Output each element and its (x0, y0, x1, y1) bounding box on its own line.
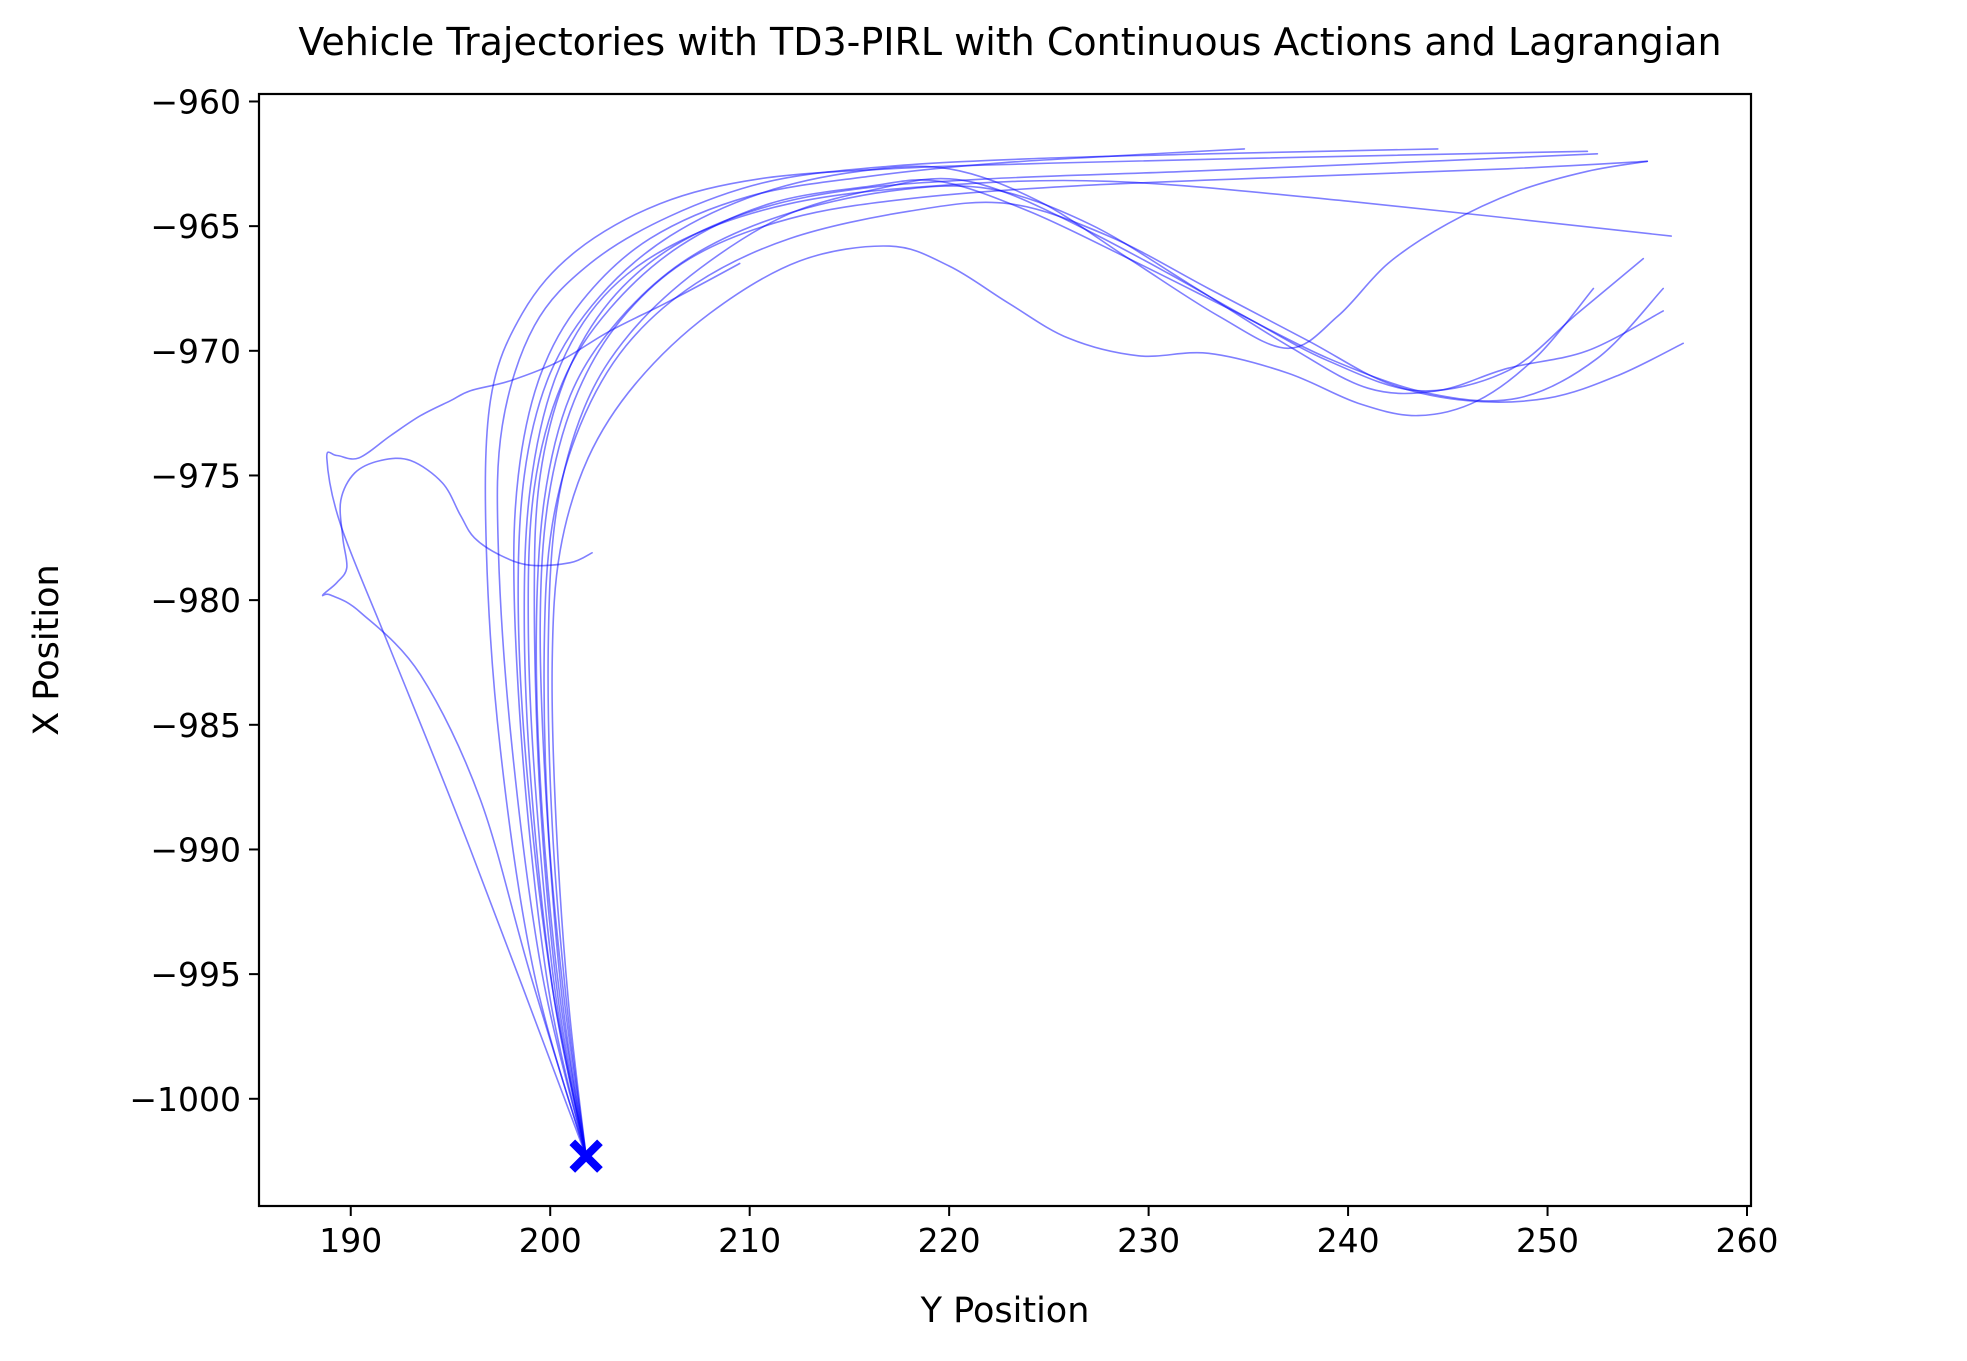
y-tick-label: −975 (150, 456, 241, 495)
y-axis-ticks: −960 −965 −970 −975 −980 −985 −990 −995 −1000 (129, 82, 259, 1119)
x-tick-label: 240 (1317, 1221, 1380, 1260)
trajectory-line-10 (535, 185, 1664, 1157)
y-tick-label: −960 (150, 82, 241, 121)
trajectory-line-13 (321, 457, 593, 1157)
trajectory-line-2 (496, 148, 1439, 1157)
y-axis-label: X Position (27, 564, 67, 735)
y-tick-label: −995 (150, 955, 241, 994)
x-tick-label: 260 (1716, 1221, 1779, 1260)
trajectory-line-4 (484, 150, 1589, 1157)
start-marker-x-icon (569, 1139, 603, 1173)
x-tick-label: 250 (1516, 1221, 1579, 1260)
trajectory-lines (321, 148, 1684, 1157)
y-tick-label: −990 (150, 830, 241, 869)
plot-frame (257, 92, 1753, 1208)
x-tick-label: 190 (319, 1221, 382, 1260)
trajectory-line-14 (325, 262, 741, 1157)
trajectory-line-3 (533, 153, 1599, 1157)
x-axis-label: Y Position (920, 1291, 1090, 1331)
x-tick-label: 230 (1117, 1221, 1180, 1260)
chart-title: Vehicle Trajectories with TD3-PIRL with … (298, 20, 1721, 64)
trajectory-line-12 (517, 160, 1649, 1157)
y-tick-label: −970 (150, 332, 241, 371)
start-marker-group (569, 1139, 603, 1173)
trajectory-line-1 (512, 148, 1246, 1157)
x-tick-label: 220 (918, 1221, 981, 1260)
x-tick-label: 200 (519, 1221, 582, 1260)
y-tick-label: −1000 (129, 1080, 241, 1119)
x-axis-ticks: 190 200 210 220 230 240 250 260 (319, 1206, 1779, 1260)
trajectory-line-8 (527, 178, 1664, 1157)
x-tick-label: 210 (718, 1221, 781, 1260)
trajectory-line-7 (547, 177, 1645, 1157)
trajectory-line-11 (551, 245, 1595, 1157)
y-tick-label: −965 (150, 207, 241, 246)
y-tick-label: −980 (150, 581, 241, 620)
trajectory-line-9 (543, 201, 1684, 1157)
trajectory-line-6 (523, 179, 1672, 1157)
y-tick-label: −985 (150, 706, 241, 745)
